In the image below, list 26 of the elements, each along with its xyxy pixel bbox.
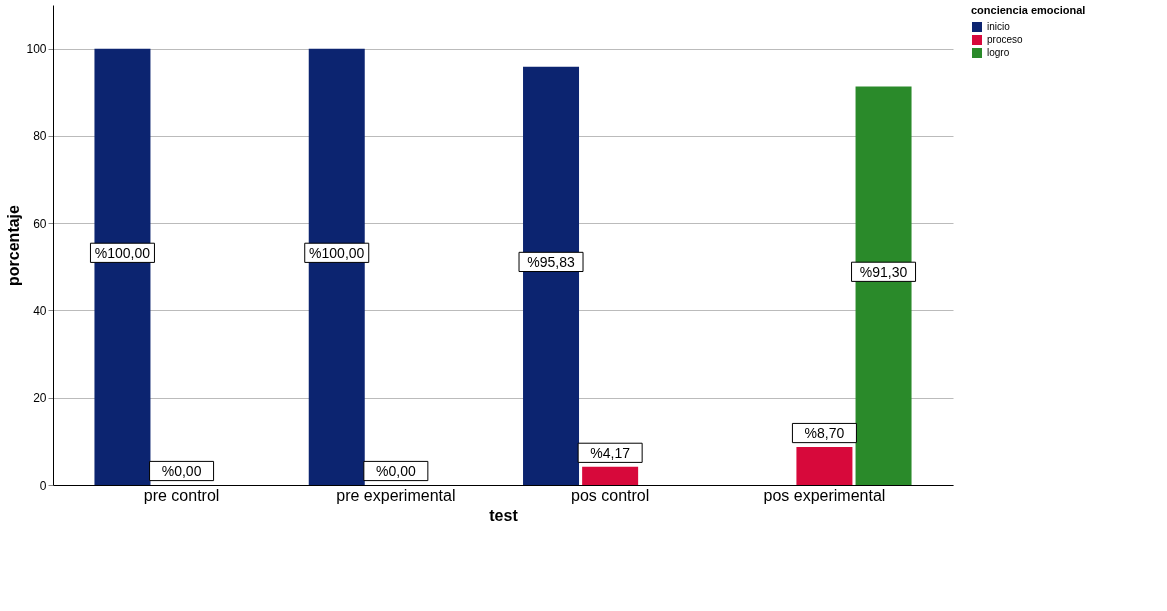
legend-label: proceso [987,34,1024,45]
data-label: %0,00 [376,463,416,479]
y-tick-label: 20 [33,391,47,406]
y-tick-label: 40 [33,303,47,318]
x-axis-title: test [489,506,519,524]
data-label: %8,70 [804,425,845,442]
data-label: %4,17 [590,444,631,461]
legend-title: conciencia emocional [971,4,1086,16]
data-label: %0,00 [161,463,202,479]
bar [796,447,853,485]
y-tick-label: 80 [33,129,47,144]
x-tick-label: pos control [571,486,650,504]
data-label: %95,83 [527,253,575,270]
x-tick-label: pre control [143,486,220,504]
bar [582,466,639,485]
legend-label: logro [987,47,1010,58]
x-tick-label: pre experimental [336,486,456,504]
data-label: %100,00 [309,244,365,261]
y-tick-label: 100 [26,42,47,57]
y-axis-title: porcentaje [5,204,23,286]
y-tick-label: 60 [33,216,47,231]
x-tick-label: pos experimental [763,486,886,504]
data-label: %91,30 [859,263,908,280]
data-label: %100,00 [94,244,151,261]
legend-label: inicio [987,21,1011,32]
y-tick-label: 0 [39,478,47,493]
